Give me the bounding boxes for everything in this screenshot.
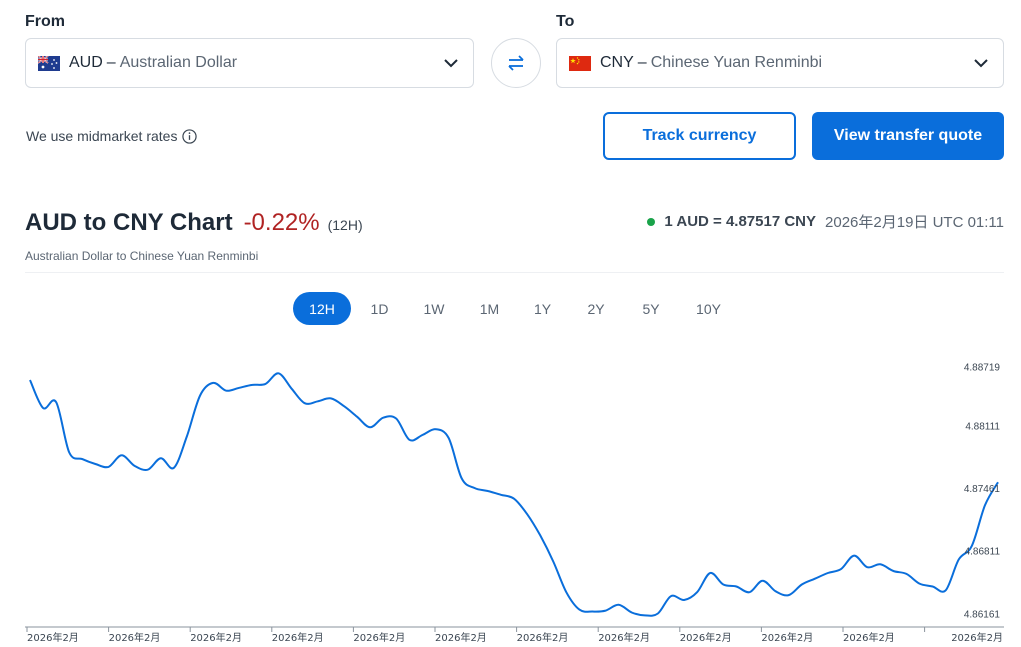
x-tick-label: 2026年2月 (190, 631, 242, 644)
chart-header: AUD to CNY Chart -0.22% (12H) (25, 209, 363, 237)
period-label: (12H) (327, 217, 363, 233)
from-currency-name: Australian Dollar (119, 54, 238, 71)
y-tick-label: 4.87461 (964, 484, 1001, 495)
range-10y[interactable]: 10Y (696, 300, 721, 317)
to-currency-code: CNY (600, 54, 634, 71)
series-line (29, 372, 999, 617)
from-currency-dash: – (106, 54, 116, 71)
x-tick-label: 2026年2月 (517, 631, 569, 644)
to-label: To (556, 13, 575, 30)
range-selector: 12H 1D 1W 1M 1Y 2Y 5Y 10Y (293, 292, 741, 325)
from-currency-code: AUD (69, 54, 103, 71)
midmarket-info: We use midmarket rates (26, 128, 198, 144)
swap-arrows-icon (508, 55, 524, 71)
x-tick-label: 2026年2月 (680, 631, 732, 644)
x-tick-label: 2026年2月 (272, 631, 324, 644)
live-rate: 1 AUD = 4.87517 CNY 2026年2月19日 UTC 01:11 (647, 211, 1004, 232)
from-currency-select[interactable]: AUD – Australian Dollar (25, 38, 474, 88)
range-12h[interactable]: 12H (293, 292, 351, 325)
x-tick-label: 2026年2月 (951, 631, 1003, 644)
track-currency-button[interactable]: Track currency (603, 112, 796, 160)
x-tick-label: 2026年2月 (109, 631, 161, 644)
view-transfer-quote-button[interactable]: View transfer quote (812, 112, 1004, 160)
x-tick-label: 2026年2月 (761, 631, 813, 644)
change-percent: -0.22% (243, 209, 320, 236)
midmarket-text: We use midmarket rates (26, 128, 178, 144)
chevron-down-icon (974, 59, 988, 68)
info-icon[interactable] (182, 128, 198, 144)
live-status-dot (647, 217, 656, 226)
divider (25, 272, 1004, 273)
y-tick-label: 4.86811 (965, 547, 1001, 558)
range-2y[interactable]: 2Y (587, 300, 605, 317)
range-1d[interactable]: 1D (370, 300, 389, 317)
to-currency-name: Chinese Yuan Renminbi (650, 54, 823, 71)
rate-value: 1 AUD = 4.87517 CNY (664, 213, 817, 230)
y-tick-label: 4.88719 (964, 363, 1001, 374)
chart-subtitle: Australian Dollar to Chinese Yuan Renmin… (25, 249, 259, 263)
chart-title: AUD to CNY Chart (25, 209, 233, 236)
x-tick-label: 2026年2月 (353, 631, 405, 644)
rate-timestamp: 2026年2月19日 UTC 01:11 (825, 214, 1004, 231)
to-currency-select[interactable]: CNY – Chinese Yuan Renminbi (556, 38, 1004, 88)
range-1y[interactable]: 1Y (533, 300, 552, 317)
from-label: From (25, 13, 65, 30)
range-1w[interactable]: 1W (423, 300, 445, 317)
to-currency-dash: – (637, 54, 647, 71)
x-tick-label: 2026年2月 (27, 631, 79, 644)
swap-currencies-button[interactable] (491, 38, 541, 88)
range-1m[interactable]: 1M (479, 300, 500, 317)
x-tick-label: 2026年2月 (598, 631, 650, 644)
x-tick-label: 2026年2月 (843, 631, 895, 644)
china-flag-icon (569, 55, 591, 71)
x-tick-label: 2026年2月 (435, 631, 487, 644)
range-5y[interactable]: 5Y (642, 300, 660, 317)
chevron-down-icon (444, 59, 458, 68)
australia-flag-icon (38, 55, 60, 71)
y-tick-label: 4.88111 (965, 421, 1000, 432)
rate-line-chart: 4.88719 4.88111 4.87461 4.86811 4.86161 2026年… (25, 363, 1004, 644)
y-tick-label: 4.86161 (964, 609, 1001, 620)
